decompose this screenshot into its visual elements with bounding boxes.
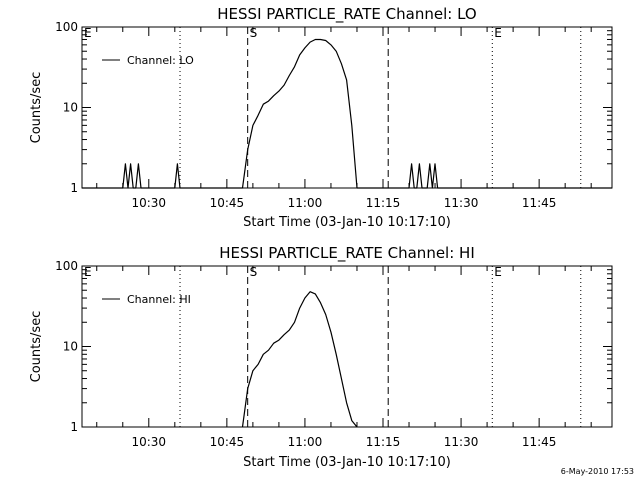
event-marker-label: E <box>494 265 502 279</box>
series-line-channel-lo <box>82 38 612 189</box>
x-tick-label: 10:45 <box>210 435 245 449</box>
x-tick-label: 11:45 <box>522 196 557 210</box>
event-marker-label: E <box>84 26 92 40</box>
x-tick-label: 11:00 <box>288 196 323 210</box>
y-tick-label: 10 <box>63 101 78 115</box>
chart-title: HESSI PARTICLE_RATE Channel: LO <box>217 5 476 24</box>
event-marker-label: E <box>494 26 502 40</box>
y-tick-label: 100 <box>55 20 78 34</box>
legend-entry: Channel: HI <box>127 293 191 306</box>
plot-frame <box>81 26 613 189</box>
x-tick-label: 11:30 <box>444 196 479 210</box>
y-tick-label: 1 <box>70 420 78 434</box>
plot-timestamp: 6-May-2010 17:53 <box>560 467 634 476</box>
event-marker-label: S <box>250 265 258 279</box>
y-tick-label: 100 <box>55 259 78 273</box>
chart-panel-2 <box>81 265 613 428</box>
x-tick-label: 11:15 <box>366 435 401 449</box>
chart-panel-1 <box>81 26 613 189</box>
chart-title: HESSI PARTICLE_RATE Channel: HI <box>219 244 475 263</box>
y-tick-label: 10 <box>63 340 78 354</box>
x-axis-label: Start Time (03-Jan-10 10:17:10) <box>243 455 451 470</box>
series-line-channel-hi <box>241 291 358 428</box>
x-tick-label: 11:45 <box>522 435 557 449</box>
x-tick-label: 10:30 <box>131 435 166 449</box>
x-tick-label: 11:30 <box>444 435 479 449</box>
y-axis-label: Counts/sec <box>29 311 44 383</box>
x-tick-label: 11:15 <box>366 196 401 210</box>
x-tick-label: 10:30 <box>131 196 166 210</box>
x-tick-label: 10:45 <box>210 196 245 210</box>
x-axis-label: Start Time (03-Jan-10 10:17:10) <box>243 215 451 230</box>
x-tick-label: 11:00 <box>288 435 323 449</box>
event-marker-label: S <box>250 26 258 40</box>
y-axis-label: Counts/sec <box>29 72 44 144</box>
event-marker-label: E <box>84 265 92 279</box>
y-tick-label: 1 <box>70 181 78 195</box>
legend-entry: Channel: LO <box>127 54 194 67</box>
